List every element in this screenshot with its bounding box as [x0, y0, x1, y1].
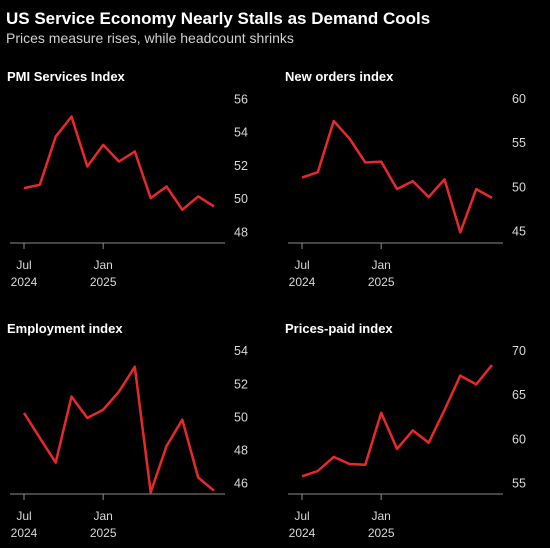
y-tick-label: 52 — [234, 159, 248, 173]
x-tick-label: Jul 2024 — [289, 258, 316, 289]
x-tick-label: Jan 2025 — [90, 509, 117, 540]
y-tick-label: 60 — [512, 432, 526, 446]
data-line — [22, 365, 215, 494]
y-tick-label: 52 — [234, 377, 248, 391]
y-tick-label: 70 — [512, 344, 526, 358]
x-tick-label: Jan 2025 — [368, 509, 395, 540]
panel-title: New orders index — [285, 69, 394, 84]
y-tick-label: 54 — [234, 126, 248, 140]
y-tick-label: 50 — [234, 410, 248, 424]
y-tick-label: 55 — [512, 136, 526, 150]
y-tick-label: 48 — [234, 443, 248, 457]
panel-title: PMI Services Index — [7, 69, 126, 84]
y-tick-label: 46 — [234, 476, 248, 490]
data-line — [301, 119, 493, 234]
y-tick-label: 60 — [512, 92, 526, 106]
data-line — [23, 115, 215, 211]
y-tick-label: 50 — [512, 180, 526, 194]
x-tick-label: Jul 2024 — [289, 509, 316, 540]
x-tick-label: Jul 2024 — [11, 509, 38, 540]
y-tick-label: 50 — [234, 192, 248, 206]
page-subtitle: Prices measure rises, while headcount sh… — [6, 30, 294, 46]
y-tick-label: 45 — [512, 225, 526, 239]
y-tick-label: 65 — [512, 388, 526, 402]
x-tick-label: Jul 2024 — [11, 258, 38, 289]
y-tick-label: 54 — [234, 344, 248, 358]
panel-title: Prices-paid index — [285, 321, 393, 336]
y-tick-label: 55 — [512, 477, 526, 491]
x-tick-label: Jan 2025 — [90, 258, 117, 289]
data-line — [301, 364, 493, 478]
y-tick-label: 56 — [234, 92, 248, 106]
page-title: US Service Economy Nearly Stalls as Dema… — [6, 9, 430, 28]
panel-title: Employment index — [7, 321, 123, 336]
x-tick-label: Jan 2025 — [368, 258, 395, 289]
y-tick-label: 48 — [234, 225, 248, 239]
